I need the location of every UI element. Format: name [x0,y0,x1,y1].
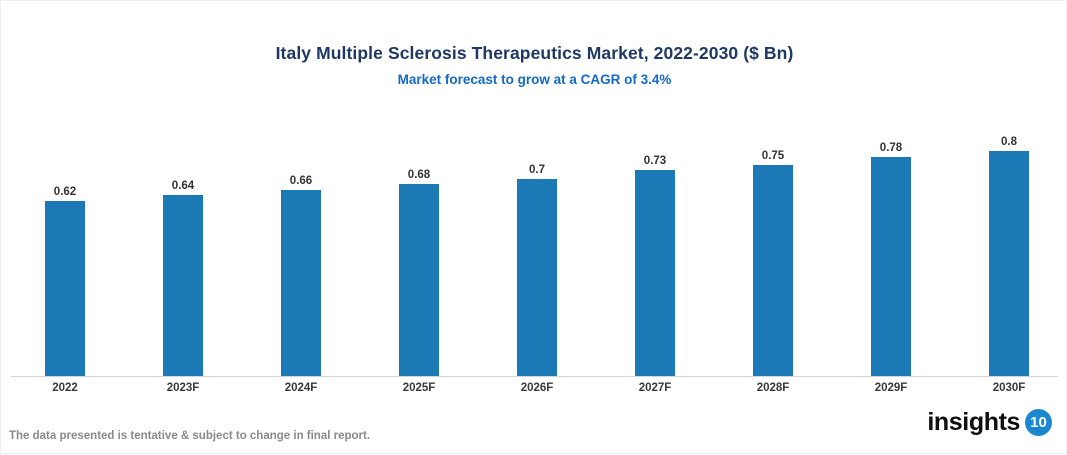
logo-badge-icon: 10 [1025,409,1052,436]
bar-group: 0.7 [517,164,557,376]
x-axis-tick-label: 2024F [284,382,318,394]
bar-value-label: 0.68 [407,169,431,182]
bar-group: 0.78 [871,142,911,376]
bar-group: 0.8 [989,136,1029,376]
bar-value-label: 0.78 [879,141,903,154]
bar[interactable] [753,164,793,376]
bar-value-label: 0.75 [761,149,785,162]
bar-group: 0.75 [753,150,793,376]
chart-subtitle: Market forecast to grow at a CAGR of 3.4… [397,72,672,87]
bar[interactable] [45,201,85,376]
x-axis-tick-label: 2027F [638,382,672,394]
x-axis-tick-label: 2023F [166,382,200,394]
bar[interactable] [989,151,1029,376]
x-axis-tick-label: 2022 [52,382,78,394]
bar[interactable] [517,178,557,376]
bar-value-label: 0.73 [643,155,667,168]
bar[interactable] [871,156,911,376]
x-axis-tick-label: 2030F [992,382,1026,394]
bar-value-label: 0.64 [171,180,195,193]
chart-title: Italy Multiple Sclerosis Therapeutics Ma… [275,43,794,63]
bar-group: 0.73 [635,155,675,376]
x-axis-tick-label: 2025F [402,382,436,394]
bar[interactable] [399,184,439,376]
bar-group: 0.66 [281,175,321,376]
bar-group: 0.64 [163,180,203,376]
bar[interactable] [163,195,203,376]
bar-value-label: 0.8 [1001,136,1017,148]
disclaimer-text: The data presented is tentative & subjec… [9,430,371,442]
logo-wordmark: insights [927,408,1020,436]
x-axis-tick-label: 2028F [756,382,790,394]
bar[interactable] [635,170,675,376]
x-axis-line [11,376,1058,377]
bar-value-label: 0.7 [529,163,545,176]
x-axis-tick-label: 2026F [520,382,554,394]
bar[interactable] [281,189,321,376]
bar-group: 0.62 [45,186,85,376]
insights10-logo: insights 10 [927,409,1052,436]
bar-group: 0.68 [399,169,439,376]
bar-value-label: 0.62 [53,186,77,198]
bar-value-label: 0.66 [289,174,313,187]
x-axis-tick-label: 2029F [874,382,908,394]
